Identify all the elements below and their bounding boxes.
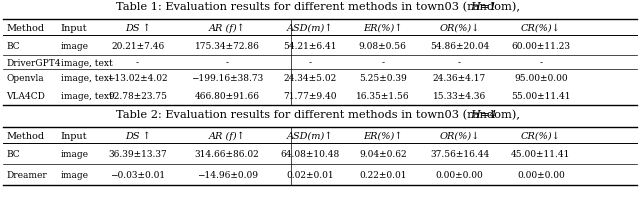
Text: −13.02±4.02: −13.02±4.02 xyxy=(108,74,168,83)
Text: 54.21±6.41: 54.21±6.41 xyxy=(284,42,337,50)
Text: 9.04±0.62: 9.04±0.62 xyxy=(359,149,406,158)
Text: 0.02±0.01: 0.02±0.01 xyxy=(287,170,334,179)
Text: Input: Input xyxy=(61,131,88,140)
Text: Table 2: Evaluation results for different methods in town03 (random),: Table 2: Evaluation results for differen… xyxy=(116,109,524,119)
Text: Input: Input xyxy=(61,24,88,32)
Text: BC: BC xyxy=(6,42,20,50)
Text: 64.08±10.48: 64.08±10.48 xyxy=(281,149,340,158)
Text: H=4: H=4 xyxy=(470,109,497,119)
Text: Table 1: Evaluation results for different methods in town03 (random),: Table 1: Evaluation results for differen… xyxy=(116,2,524,12)
Text: 175.34±72.86: 175.34±72.86 xyxy=(195,42,260,50)
Text: Openvla: Openvla xyxy=(6,74,44,83)
Text: ER(%)↑: ER(%)↑ xyxy=(363,24,403,32)
Text: Method: Method xyxy=(6,131,45,140)
Text: 95.00±0.00: 95.00±0.00 xyxy=(514,74,568,83)
Text: -: - xyxy=(309,58,312,67)
Text: 60.00±11.23: 60.00±11.23 xyxy=(511,42,570,50)
Text: 24.36±4.17: 24.36±4.17 xyxy=(433,74,486,83)
Text: 20.21±7.46: 20.21±7.46 xyxy=(111,42,164,50)
Text: 16.35±1.56: 16.35±1.56 xyxy=(356,92,410,101)
Text: 36.39±13.37: 36.39±13.37 xyxy=(108,149,167,158)
Text: image, text: image, text xyxy=(61,58,113,67)
Text: 9.08±0.56: 9.08±0.56 xyxy=(359,42,406,50)
Text: image, text: image, text xyxy=(61,74,113,83)
Text: -: - xyxy=(136,58,139,67)
Text: image: image xyxy=(61,149,89,158)
Text: 55.00±11.41: 55.00±11.41 xyxy=(511,92,570,101)
Text: 5.25±0.39: 5.25±0.39 xyxy=(359,74,406,83)
Text: BC: BC xyxy=(6,149,20,158)
Text: image: image xyxy=(61,170,89,179)
Text: Method: Method xyxy=(6,24,45,32)
Text: OR(%)↓: OR(%)↓ xyxy=(440,24,479,32)
Text: 71.77±9.40: 71.77±9.40 xyxy=(284,92,337,101)
Text: Dreamer: Dreamer xyxy=(6,170,47,179)
Text: 466.80±91.66: 466.80±91.66 xyxy=(195,92,260,101)
Text: DS ↑: DS ↑ xyxy=(125,24,150,32)
Text: H=1: H=1 xyxy=(470,2,497,12)
Text: 0.22±0.01: 0.22±0.01 xyxy=(359,170,406,179)
Text: VLA4CD: VLA4CD xyxy=(6,92,45,101)
Text: image: image xyxy=(61,42,89,50)
Text: image, text: image, text xyxy=(61,92,113,101)
Text: −14.96±0.09: −14.96±0.09 xyxy=(196,170,258,179)
Text: AR (f)↑: AR (f)↑ xyxy=(209,131,246,140)
Text: DS ↑: DS ↑ xyxy=(125,131,150,140)
Text: 24.34±5.02: 24.34±5.02 xyxy=(284,74,337,83)
Text: 15.33±4.36: 15.33±4.36 xyxy=(433,92,486,101)
Text: −0.03±0.01: −0.03±0.01 xyxy=(110,170,165,179)
Text: 0.00±0.00: 0.00±0.00 xyxy=(517,170,564,179)
Text: AR (f)↑: AR (f)↑ xyxy=(209,23,246,33)
Text: -: - xyxy=(540,58,542,67)
Text: -: - xyxy=(458,58,461,67)
Text: OR(%)↓: OR(%)↓ xyxy=(440,131,479,140)
Text: ER(%)↑: ER(%)↑ xyxy=(363,131,403,140)
Text: ASD(m)↑: ASD(m)↑ xyxy=(287,131,333,140)
Text: 37.56±16.44: 37.56±16.44 xyxy=(430,149,489,158)
Text: ASD(m)↑: ASD(m)↑ xyxy=(287,24,333,32)
Text: CR(%)↓: CR(%)↓ xyxy=(521,24,561,32)
Text: 54.86±20.04: 54.86±20.04 xyxy=(430,42,489,50)
Text: DriverGPT4: DriverGPT4 xyxy=(6,58,61,67)
Text: 92.78±23.75: 92.78±23.75 xyxy=(108,92,167,101)
Text: 0.00±0.00: 0.00±0.00 xyxy=(436,170,483,179)
Text: −199.16±38.73: −199.16±38.73 xyxy=(191,74,263,83)
Text: -: - xyxy=(226,58,228,67)
Text: 45.00±11.41: 45.00±11.41 xyxy=(511,149,570,158)
Text: 314.66±86.02: 314.66±86.02 xyxy=(195,149,260,158)
Text: CR(%)↓: CR(%)↓ xyxy=(521,131,561,140)
Text: -: - xyxy=(381,58,384,67)
